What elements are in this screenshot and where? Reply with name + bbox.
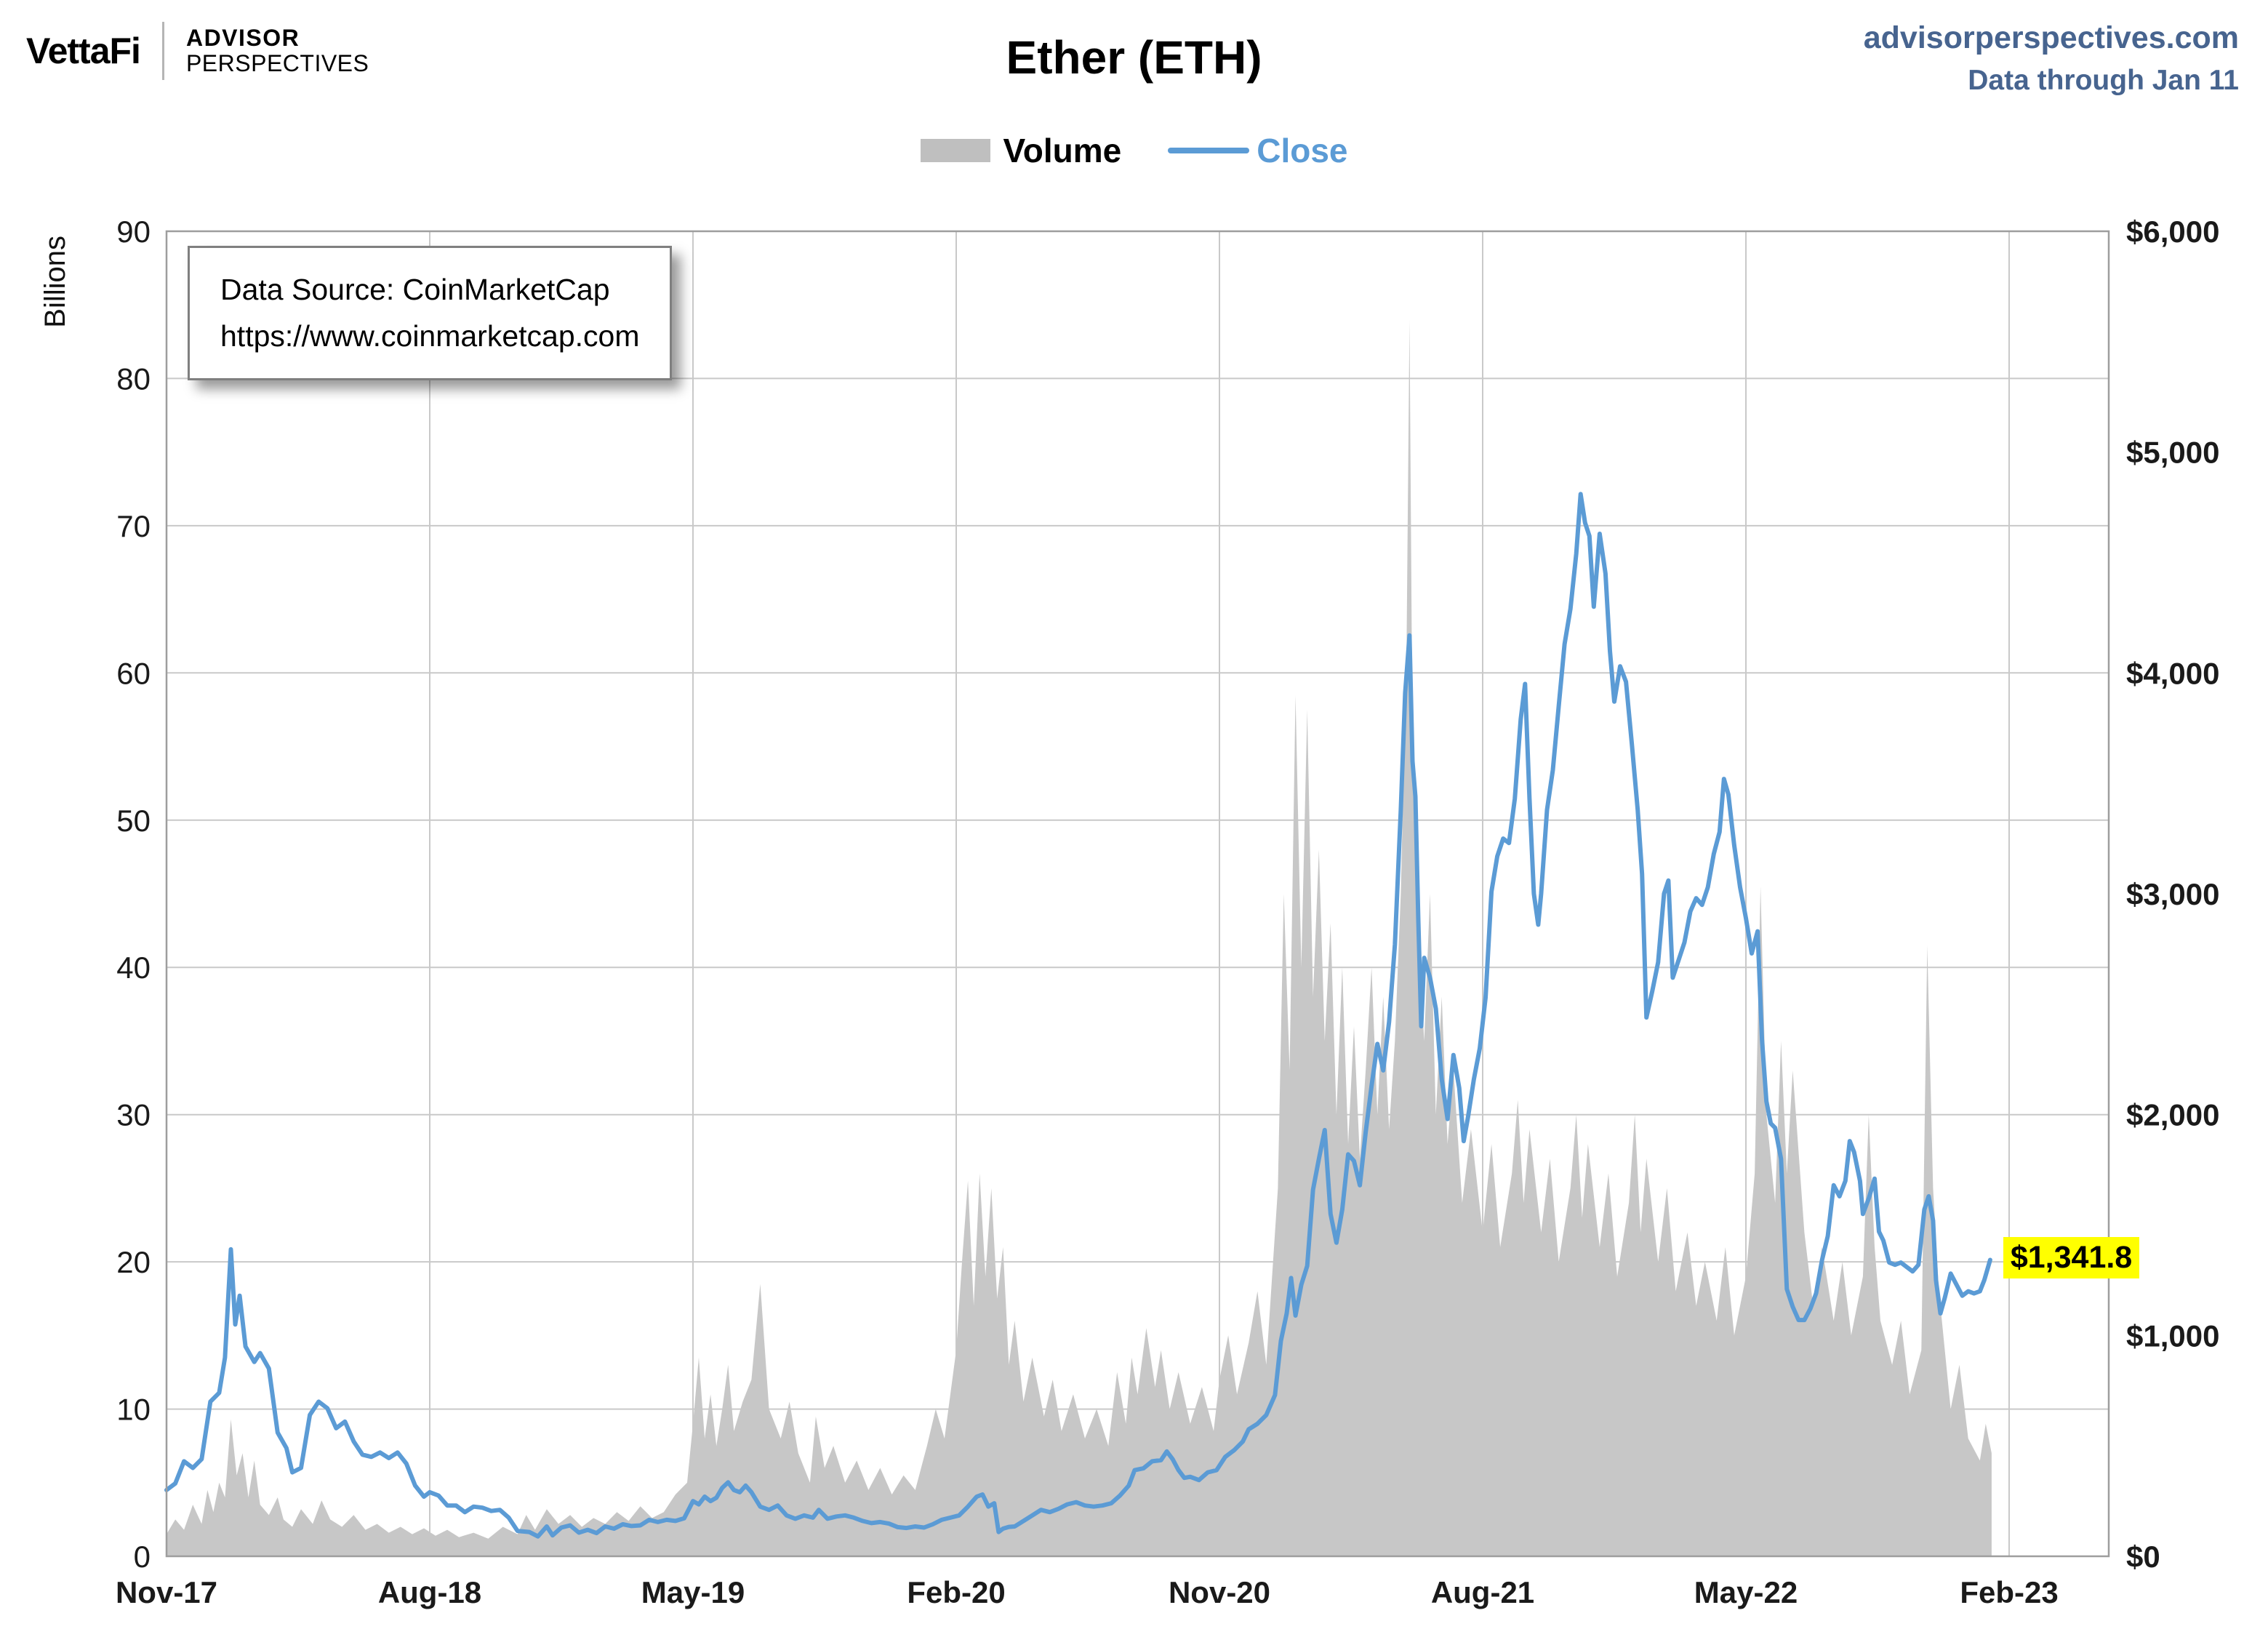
left-axis-tick-label: 0 [134,1540,151,1574]
x-axis-tick-label: Aug-18 [378,1575,481,1609]
right-axis-tick-label: $4,000 [2126,656,2219,690]
vettafi-advisor-logo: VettaFi ADVISOR PERSPECTIVES [26,22,369,80]
advisor-logo-line1: ADVISOR [185,25,300,52]
x-axis-tick-label: Feb-23 [1960,1575,2058,1609]
left-axis-tick-label: 50 [116,804,151,838]
right-axis-tick-label: $0 [2126,1540,2160,1574]
data-source-line2: https://www.coinmarketcap.com [220,319,640,353]
site-url: advisorperspectives.com [1863,20,2239,55]
data-through-date: Data through Jan 11 [1968,65,2239,96]
logo-divider [161,22,164,80]
volume-legend-swatch [920,139,990,162]
close-legend-label: Close [1257,132,1348,169]
x-axis-tick-label: May-22 [1694,1575,1798,1609]
right-axis-tick-label: $2,000 [2126,1098,2219,1132]
right-axis-tick-label: $1,000 [2126,1318,2219,1353]
left-axis-tick-label: 40 [116,950,151,985]
left-axis-tick-label: 80 [116,361,151,396]
right-axis-tick-label: $6,000 [2126,215,2219,249]
advisor-perspectives-logo: ADVISOR PERSPECTIVES [186,25,369,76]
left-axis-tick-label: 10 [116,1393,151,1427]
x-axis-tick-label: Aug-21 [1431,1575,1534,1609]
right-axis-tick-label: $3,000 [2126,877,2219,911]
right-axis-tick-label: $5,000 [2126,436,2219,470]
left-axis-tick-label: 70 [116,509,151,543]
x-axis-tick-label: May-19 [641,1575,745,1609]
left-axis-tick-label: 60 [116,656,151,690]
volume-series [167,319,1992,1556]
vettafi-logo-text: VettaFi [26,31,141,71]
close-legend-line [1168,148,1250,153]
left-axis-tick-label: 90 [116,215,151,249]
advisor-logo-line2: PERSPECTIVES [185,50,369,76]
data-source-line1: Data Source: CoinMarketCap [220,273,610,306]
chart-title: Ether (ETH) [1006,31,1262,84]
x-axis-tick-label: Nov-17 [116,1575,217,1609]
chart-legend: Volume Close [0,131,2268,170]
volume-legend-label: Volume [1003,132,1122,169]
plot-border [165,230,2110,1558]
x-axis-tick-label: Feb-20 [907,1575,1005,1609]
site-attribution: advisorperspectives.com Data through Jan… [1864,20,2239,97]
data-source-box: Data Source: CoinMarketCap https://www.c… [188,246,673,381]
close-series [164,492,1992,1539]
last-price-annotation: $1,341.8 [2003,1236,2140,1278]
left-axis-tick-label: 30 [116,1098,151,1132]
left-axis-tick-label: 20 [116,1245,151,1279]
x-axis-tick-label: Nov-20 [1169,1575,1270,1609]
